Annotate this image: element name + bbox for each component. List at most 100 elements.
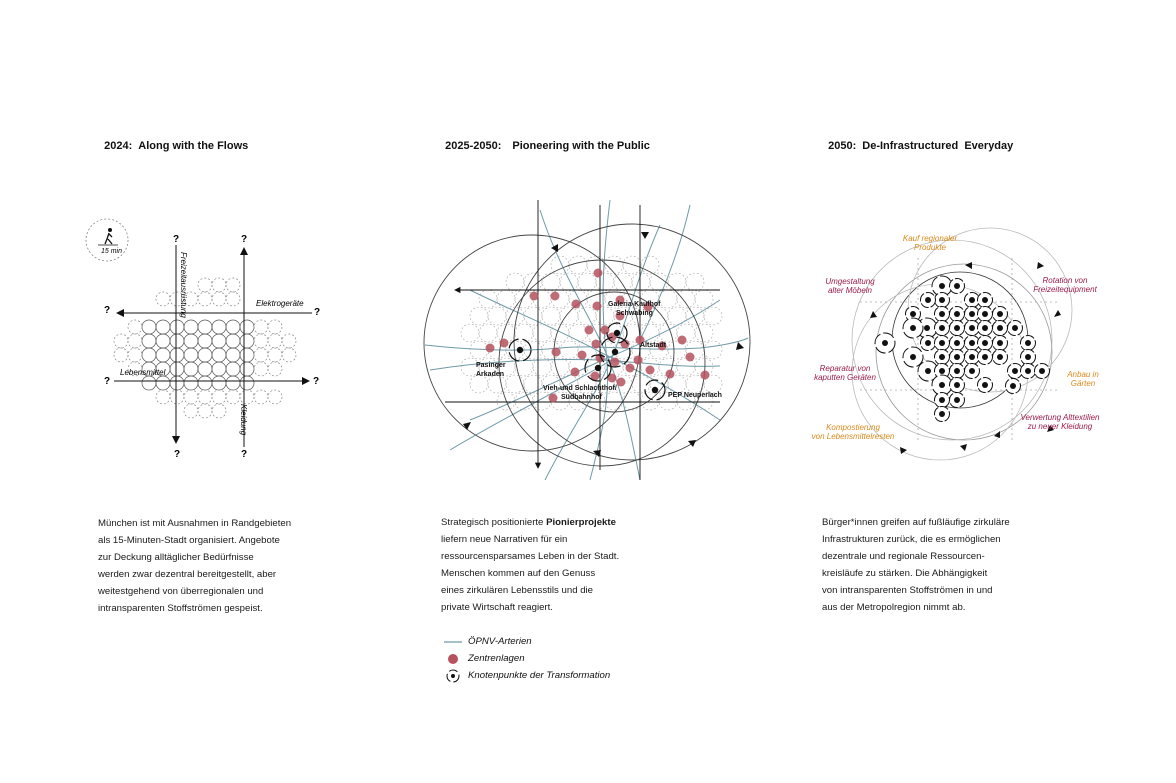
legend-label: Knotenpunkte der Transformation bbox=[468, 670, 611, 681]
legend-label: Zentrenlagen bbox=[468, 653, 525, 664]
node-core bbox=[969, 325, 975, 331]
node-core bbox=[924, 325, 930, 331]
place-pasing-2: Arkaden bbox=[476, 371, 504, 378]
text-line: kreisläufe zu stärken. Die Abhängigkeit bbox=[822, 568, 988, 579]
question-mark: ? bbox=[174, 449, 180, 460]
center-dot bbox=[529, 291, 539, 301]
column-title-2025: 2025-2050: Pioneering with the Public bbox=[439, 128, 650, 152]
text-line: als 15-Minuten-Stadt organisiert. Angebo… bbox=[98, 535, 280, 546]
label-rot-1: Rotation von bbox=[1043, 276, 1088, 285]
transformation-node-icon bbox=[446, 669, 460, 682]
label-rep-2: kaputten Geräten bbox=[814, 373, 876, 382]
node-core bbox=[910, 354, 916, 360]
question-mark: ? bbox=[104, 376, 110, 387]
transformation-nodes bbox=[508, 322, 666, 401]
node-core bbox=[939, 382, 945, 388]
walk-time-label: 15 min bbox=[101, 248, 122, 255]
node-core bbox=[997, 354, 1003, 360]
legend: ÖPNV-Arterien Zentrenlagen Knotenpunkte … bbox=[444, 633, 610, 684]
center-dot bbox=[657, 341, 667, 351]
place-pep: PEP Neuperlach bbox=[668, 392, 722, 399]
description-2025: Strategisch positionierte Pionierprojekt… bbox=[441, 514, 619, 616]
text-line: dezentrale und regionale Ressourcen- bbox=[822, 551, 985, 562]
node-core bbox=[925, 297, 931, 303]
dashed-circle bbox=[685, 272, 705, 292]
node-core bbox=[982, 311, 988, 317]
dashed-circle bbox=[703, 374, 723, 394]
text-line: intransparenten Stoffströmen gespeist. bbox=[98, 603, 263, 614]
center-dot bbox=[643, 302, 653, 312]
node-core bbox=[516, 346, 524, 354]
center-dot bbox=[551, 347, 561, 357]
center-dot bbox=[665, 369, 675, 379]
place-pasing-1: Pasinger bbox=[476, 362, 506, 369]
node-core bbox=[954, 311, 960, 317]
elektro-label: Elektrogeräte bbox=[256, 299, 304, 308]
center-dot bbox=[615, 311, 625, 321]
dashed-circle bbox=[267, 389, 283, 405]
lebensmittel-label: Lebensmittel bbox=[120, 368, 166, 377]
column-title-2024: 2024: Along with the Flows bbox=[98, 128, 248, 152]
center-dot bbox=[591, 339, 601, 349]
node-core bbox=[969, 340, 975, 346]
text-line: eines zirkulären Lebensstils und die bbox=[441, 585, 593, 596]
center-dot bbox=[577, 350, 587, 360]
freizeit-label: Freizeitausrüstung bbox=[179, 252, 188, 318]
label-kauf-2: Produkte bbox=[914, 243, 947, 252]
node-core bbox=[982, 297, 988, 303]
node-ring bbox=[599, 336, 631, 368]
center-dot-icon bbox=[448, 653, 458, 664]
text-line: private Wirtschaft reagiert. bbox=[441, 602, 553, 613]
node-core bbox=[910, 325, 916, 331]
node-core bbox=[939, 411, 945, 417]
label-rep-1: Reparatur von bbox=[820, 364, 871, 373]
text-line: zur Deckung alltäglicher Bedürfnisse bbox=[98, 552, 254, 563]
center-dot bbox=[600, 325, 610, 335]
question-mark: ? bbox=[104, 305, 110, 316]
node-core bbox=[997, 311, 1003, 317]
center-dot bbox=[571, 299, 581, 309]
column-title-text: De-Infrastructured Everyday bbox=[862, 140, 1014, 152]
node-core bbox=[1025, 340, 1031, 346]
node-core bbox=[613, 329, 621, 337]
central-locations bbox=[485, 268, 710, 403]
node-core bbox=[969, 311, 975, 317]
node-core bbox=[982, 340, 988, 346]
walk-time-badge: 15 min bbox=[85, 218, 129, 262]
label-kauf-1: Kauf regionaler bbox=[903, 234, 958, 243]
dashed-circle bbox=[640, 255, 660, 275]
column-year: 2024: bbox=[104, 140, 133, 152]
node-core bbox=[925, 340, 931, 346]
center-dot bbox=[616, 377, 626, 387]
text-line: liefern neue Narrativen für ein bbox=[441, 534, 568, 545]
text-line: werden zwar dezentral bereitgestellt, ab… bbox=[98, 569, 277, 580]
node-core bbox=[1025, 354, 1031, 360]
node-ring bbox=[606, 322, 628, 344]
dashed-circle bbox=[703, 306, 723, 326]
label-umgest-2: alter Möbeln bbox=[828, 286, 873, 295]
node-core bbox=[997, 340, 1003, 346]
place-vieh-2: Südbahnhof bbox=[561, 394, 602, 401]
center-dot bbox=[485, 343, 495, 353]
node-core bbox=[1012, 368, 1018, 374]
text-line: weitestgehend von überregionalen und bbox=[98, 586, 264, 597]
place-vieh-1: Vieh-und Schlachthof/ bbox=[543, 385, 617, 392]
dashed-circle bbox=[281, 347, 297, 363]
column-year: 2025-2050: bbox=[445, 140, 502, 152]
node-core bbox=[982, 382, 988, 388]
node-core bbox=[954, 283, 960, 289]
node-ring bbox=[584, 354, 612, 382]
activity-circles bbox=[113, 277, 297, 419]
dashed-circle bbox=[694, 357, 714, 377]
question-mark: ? bbox=[241, 234, 247, 245]
node-core bbox=[1025, 368, 1031, 374]
dashed-circle bbox=[267, 361, 283, 377]
center-dot bbox=[700, 370, 710, 380]
pioneer-projects-highlight: Pionierprojekte bbox=[546, 517, 616, 528]
place-schwabing: Schwabing bbox=[616, 310, 653, 317]
dashed-circle bbox=[211, 403, 227, 419]
node-core bbox=[954, 397, 960, 403]
center-dot bbox=[645, 365, 655, 375]
